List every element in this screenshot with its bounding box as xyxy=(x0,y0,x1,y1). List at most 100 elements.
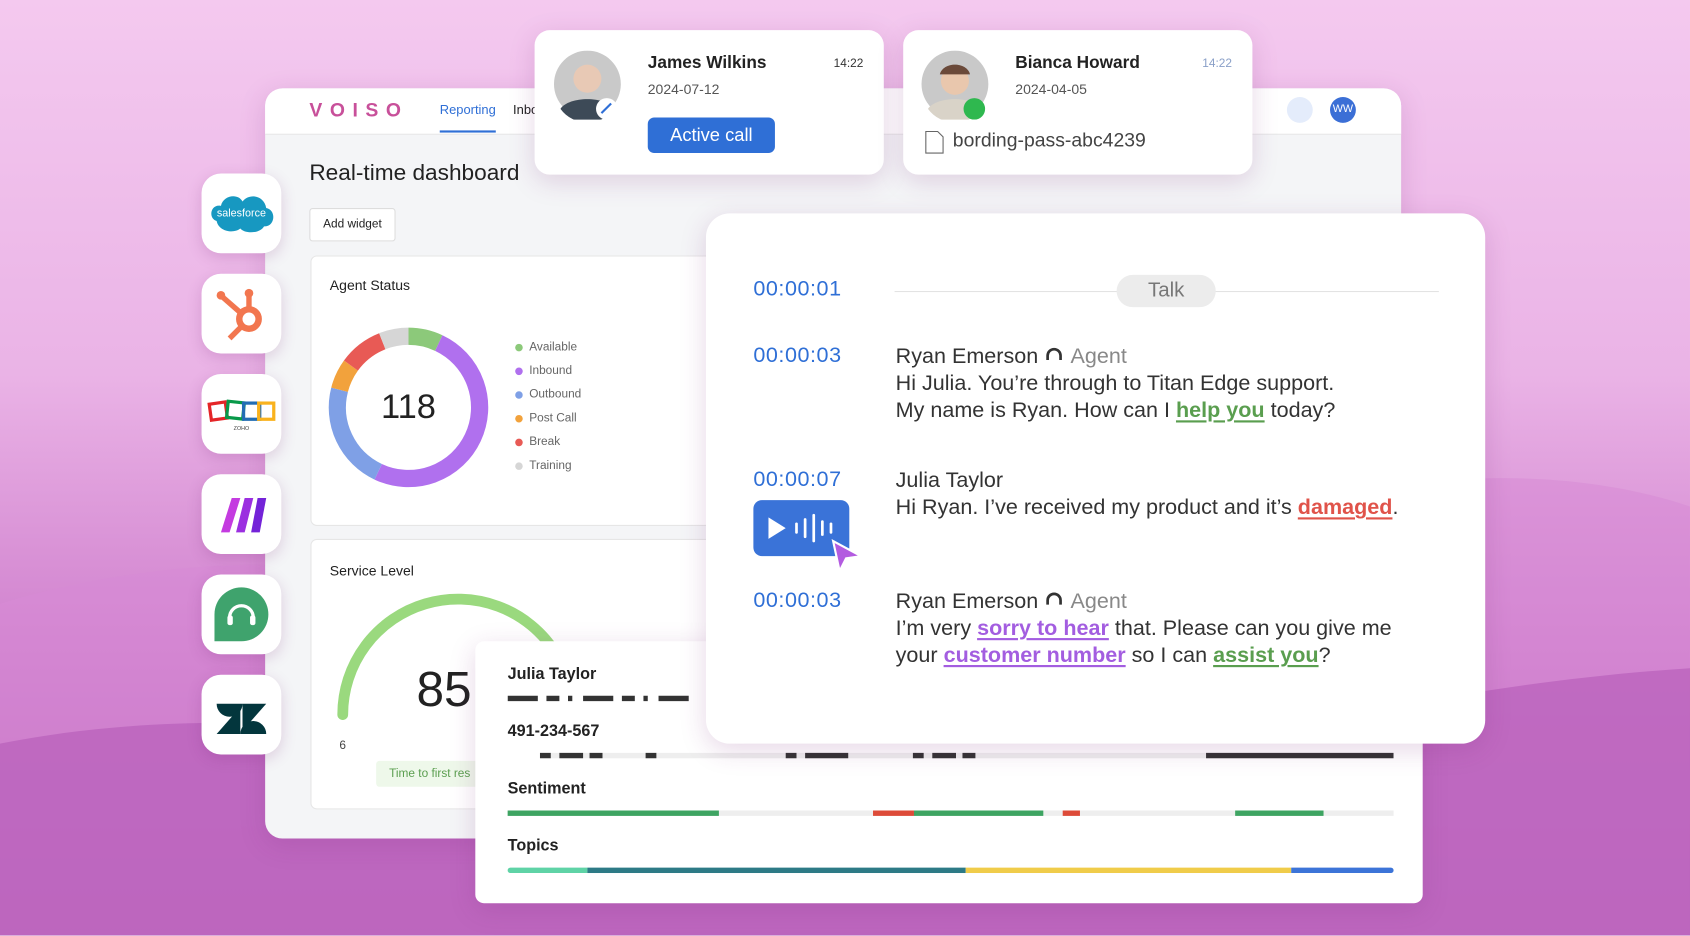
sentiment-segment xyxy=(507,810,719,816)
keyword: assist you xyxy=(1213,643,1319,668)
topic-segment xyxy=(965,867,1292,874)
legend-label: Available xyxy=(529,340,578,354)
legend-item: Post Call xyxy=(515,411,577,425)
donut-segment xyxy=(379,327,409,350)
audio-play-button[interactable] xyxy=(753,500,865,575)
legend-dot xyxy=(515,438,523,446)
legend-label: Outbound xyxy=(529,388,582,401)
sentiment-segment xyxy=(1062,810,1080,816)
message-text: Hi Ryan. I’ve received my product and it… xyxy=(895,495,1298,520)
donut-total: 118 xyxy=(381,388,436,426)
speaker-name: Julia Taylor xyxy=(895,468,1004,493)
donut-segment xyxy=(408,327,443,351)
gauge-value: 85 xyxy=(416,661,471,717)
donut-segment xyxy=(343,333,386,371)
headset-shape xyxy=(1046,347,1063,360)
headset-icon xyxy=(1046,347,1063,360)
gauge-min: 6 xyxy=(339,738,346,752)
donut-segment xyxy=(328,387,383,480)
legend-dot xyxy=(515,414,523,423)
tab[interactable]: Inbo xyxy=(513,102,539,118)
keyword: sorry to hear xyxy=(977,616,1109,641)
message-body: Ryan Emerson Agent I’m very sorry to hear … xyxy=(896,588,1392,669)
widget-title: Service Level xyxy=(329,562,414,579)
keyword: customer number xyxy=(943,643,1126,668)
timestamp: 00:00:07 xyxy=(753,467,842,492)
legend-item: Inbound xyxy=(515,364,572,377)
message-text: ? xyxy=(1318,643,1331,668)
message-text: so I can xyxy=(1125,643,1214,668)
phone-button[interactable] xyxy=(1286,97,1313,123)
message-line: My name is Ryan. How can I help you toda… xyxy=(896,398,1336,425)
active-call-button[interactable]: Active call xyxy=(647,117,775,154)
speaker-role: Agent xyxy=(1070,344,1127,369)
legend-dot xyxy=(515,343,523,351)
message-text: . xyxy=(1392,495,1399,520)
zoho-icon[interactable]: ZOHO xyxy=(201,373,282,454)
customer-name: Julia Taylor xyxy=(507,665,597,684)
avatar xyxy=(553,50,621,120)
message-line: Hi Ryan. I’ve received my product and it… xyxy=(896,495,1399,522)
agent-status-donut: 118 xyxy=(328,327,489,488)
message-text: that. Please can you give me xyxy=(1108,616,1392,641)
add-widget-button[interactable]: Add widget xyxy=(309,208,396,242)
phone-number: 491-234-567 xyxy=(507,722,600,741)
keyword: damaged xyxy=(1297,495,1393,520)
sentiment-segment xyxy=(1235,810,1324,816)
speech-timeline xyxy=(507,695,1394,759)
speaker-line: Julia Taylor xyxy=(896,468,1399,495)
message-body: Ryan Emerson Agent Hi Julia. You’re throug… xyxy=(896,344,1336,425)
call-date: 2024-07-12 xyxy=(647,80,720,98)
pdf-icon xyxy=(925,130,944,154)
timestamp: 00:00:01 xyxy=(753,276,842,301)
speaker-name: Ryan Emerson xyxy=(895,344,1039,369)
legend-item: Training xyxy=(515,459,572,473)
message-text: I’m very xyxy=(895,616,978,641)
message-line: your customer number so I can assist you… xyxy=(896,642,1392,669)
brand-text: salesforce xyxy=(217,208,266,220)
section-label: Topics xyxy=(507,836,559,855)
caller-name: Bianca Howard xyxy=(1015,53,1140,73)
salesforce-icon[interactable]: salesforce xyxy=(201,173,282,254)
logo: VOISO xyxy=(309,99,409,121)
topic-segment xyxy=(1291,867,1394,874)
legend-label: Inbound xyxy=(529,364,573,378)
transcript-card: 00:00:01 Talk 00:00:03 Ryan Emerson Agent H… xyxy=(705,213,1486,744)
speaker-line: Ryan Emerson Agent xyxy=(896,344,1336,371)
message-line: Hi Julia. You’re through to Titan Edge s… xyxy=(896,371,1336,398)
call-date: 2024-04-05 xyxy=(1015,80,1087,98)
call-card[interactable]: James Wilkins 14:22 2024-07-12 Active ca… xyxy=(534,30,884,175)
user-avatar[interactable]: WW xyxy=(1330,97,1356,123)
page-title: Real-time dashboard xyxy=(309,160,520,186)
donut-segment xyxy=(374,335,489,488)
zendesk-icon[interactable] xyxy=(201,674,282,755)
timestamp: 00:00:03 xyxy=(753,343,842,368)
make-icon[interactable] xyxy=(201,474,282,554)
hubspot-icon[interactable] xyxy=(201,273,282,354)
legend-label: Break xyxy=(529,435,561,449)
message-text: today? xyxy=(1264,398,1336,423)
sentiment-segment xyxy=(913,810,1044,816)
legend-label: Post Call xyxy=(529,411,577,425)
message-text: My name is Ryan. How can I xyxy=(895,398,1176,423)
service-gauge: 85 6 xyxy=(337,593,561,752)
speaker-name: Ryan Emerson xyxy=(895,589,1039,614)
call-card[interactable]: Bianca Howard 14:22 2024-04-05 bording-p… xyxy=(903,30,1253,175)
legend-label: Training xyxy=(529,459,572,473)
brand-text: ZOHO xyxy=(234,426,250,432)
donut-segment xyxy=(331,360,359,393)
topic-segment xyxy=(507,867,588,874)
attachment-name[interactable]: bording-pass-abc4239 xyxy=(952,129,1146,151)
topic-segment xyxy=(587,867,966,874)
legend-item: Available xyxy=(515,341,577,354)
legend-dot xyxy=(515,390,523,399)
headset-icon xyxy=(1046,592,1063,605)
message-text: your xyxy=(895,643,944,668)
message-text: Hi Julia. You’re through to Titan Edge s… xyxy=(895,371,1335,396)
freshdesk-icon[interactable] xyxy=(201,574,282,655)
tab[interactable]: Reporting xyxy=(439,102,496,133)
legend-dot xyxy=(515,367,523,375)
talk-pill: Talk xyxy=(1116,274,1216,308)
